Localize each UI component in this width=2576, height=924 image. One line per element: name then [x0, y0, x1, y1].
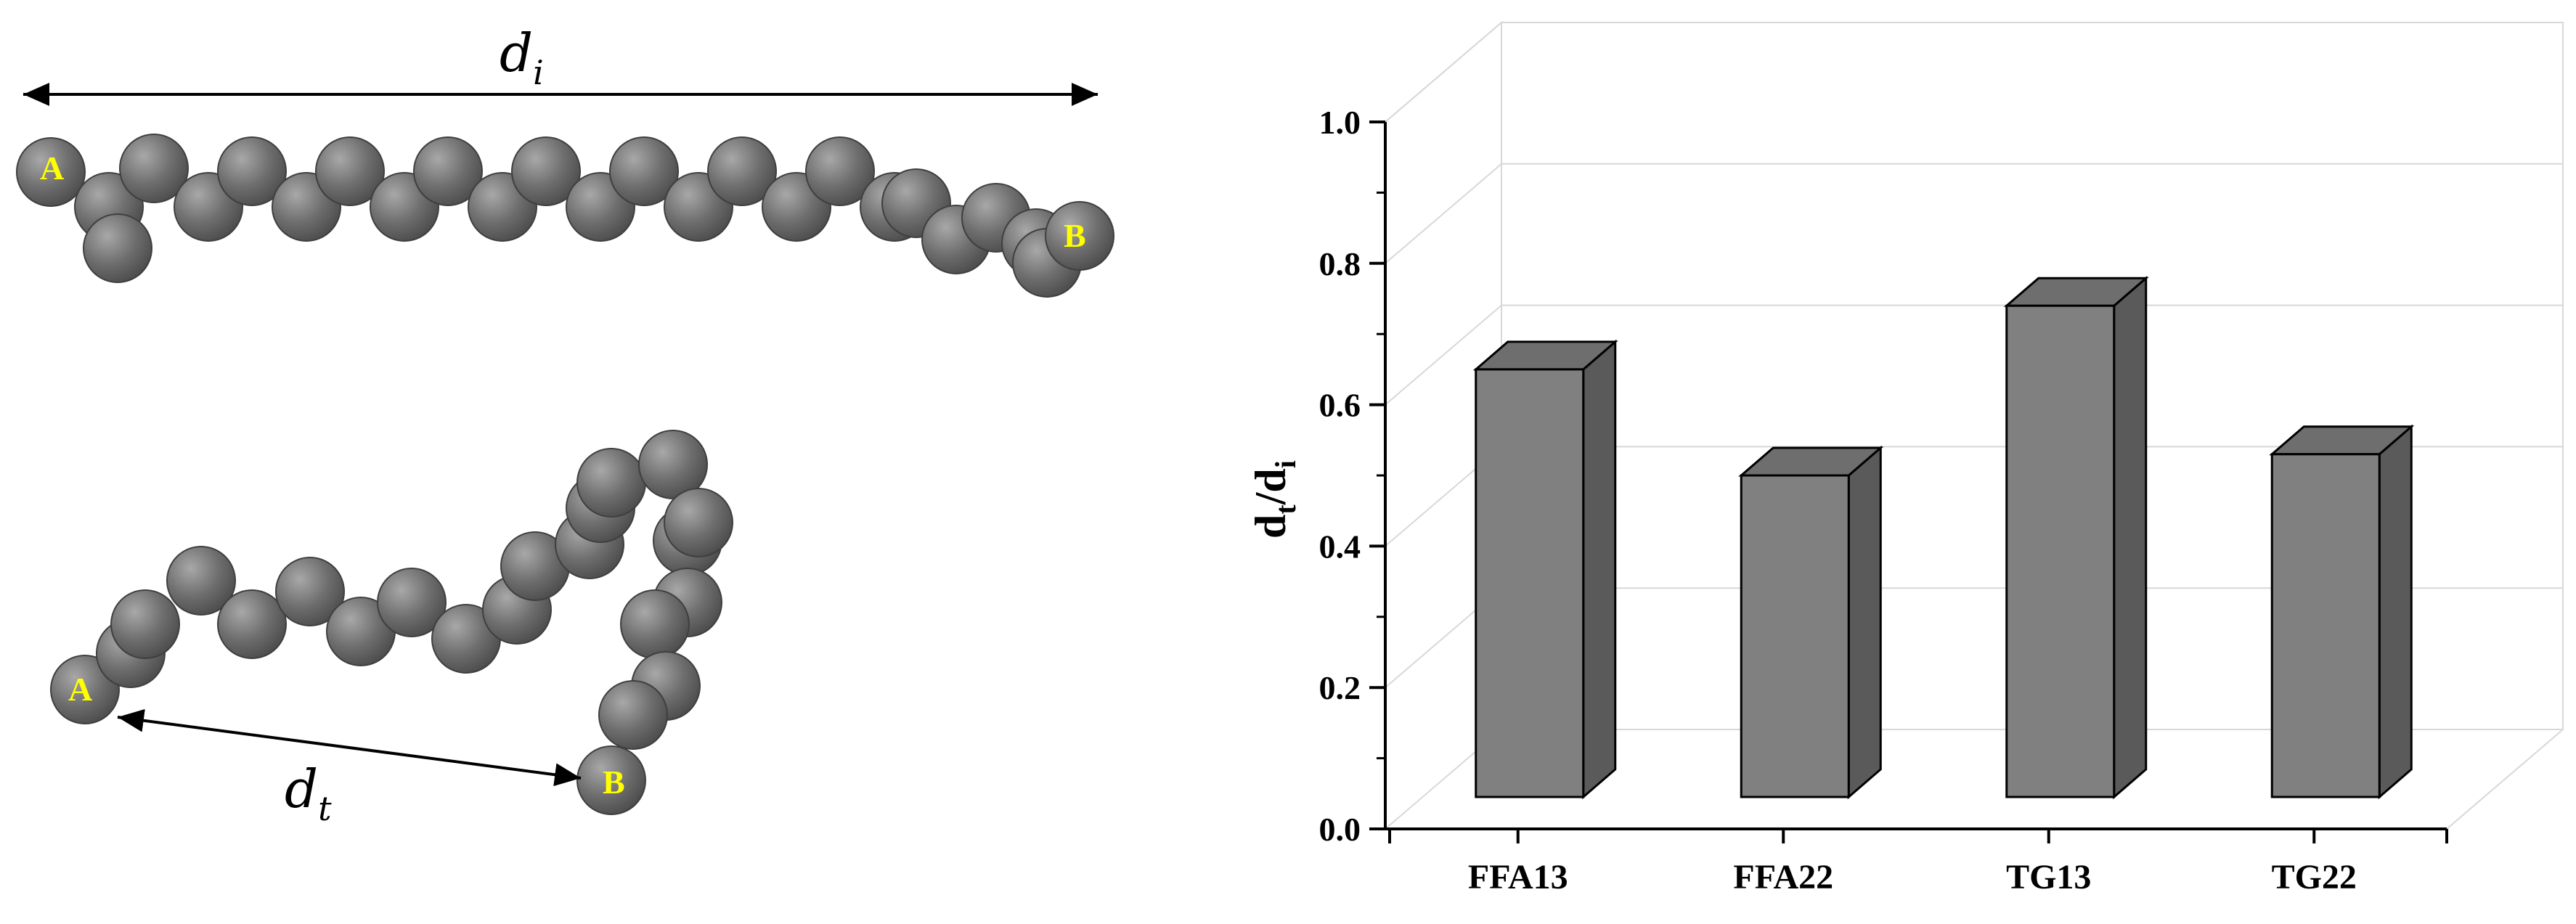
extended-endpoint-b: B	[1064, 217, 1086, 254]
gridline	[1385, 163, 2563, 264]
folded-endpoint-b: B	[603, 764, 625, 801]
folded-chain-bead	[664, 488, 733, 557]
extended-distance-label: di	[500, 23, 544, 92]
folded-distance-label: dt	[285, 759, 332, 828]
bar-front-face	[1740, 474, 1850, 798]
x-tick-label: TG13	[2006, 858, 2091, 896]
y-axis-label-sub1: t	[1269, 504, 1302, 515]
extended-chain-bead	[83, 213, 152, 283]
bar-side-face	[1582, 339, 1617, 800]
y-tick-label: 0.4	[1319, 528, 1361, 565]
bar-front-face	[2270, 453, 2381, 798]
y-axis-label-main: d	[1247, 515, 1295, 539]
x-tick-label: TG22	[2272, 858, 2357, 896]
extended-chain-bead	[217, 136, 287, 206]
bar-side-face	[1847, 445, 1882, 800]
extended-chain-bead	[315, 136, 385, 206]
extended-endpoint-a: A	[40, 150, 64, 187]
y-tick-label: 1.0	[1319, 104, 1361, 141]
bar-front-face	[2005, 304, 2116, 798]
bar-FFA13	[1472, 339, 1618, 800]
bar-TG13	[2003, 275, 2149, 800]
folded-chain-bead	[217, 589, 287, 659]
folded-chain-bead	[620, 589, 690, 659]
molecule-panel: di A B A B dt	[16, 23, 1114, 828]
x-tick-label: FFA13	[1468, 858, 1568, 896]
bar-side-face	[2113, 275, 2148, 800]
extended-distance-symbol: d	[500, 23, 533, 83]
bar-front-face	[1475, 368, 1585, 798]
chart-axes	[1369, 120, 2448, 843]
extended-chain-bead	[119, 134, 189, 203]
y-tick-label: 0.0	[1319, 811, 1361, 848]
extended-chain-bead	[511, 136, 581, 206]
y-tick-label: 0.2	[1319, 669, 1361, 706]
x-tick-labels: FFA13 FFA22 TG13 TG22	[1468, 858, 2357, 896]
y-axis-label-sub2: i	[1269, 460, 1302, 468]
folded-distance-symbol: d	[285, 759, 318, 819]
folded-chain-bead	[576, 448, 646, 518]
y-axis-label: dt/di	[1247, 460, 1302, 539]
folded-chain-bead	[275, 557, 345, 626]
y-tick-labels: 0.0 0.2 0.4 0.6 0.8 1.0	[1319, 104, 1361, 848]
folded-chain	[50, 430, 733, 815]
y-axis-label-slash: /d	[1247, 468, 1295, 505]
bar-side-face	[2378, 424, 2413, 800]
extended-distance-subscript: i	[533, 53, 544, 92]
extended-chain	[16, 134, 1114, 298]
extended-chain-bead	[707, 136, 777, 206]
folded-distance-arrow: dt	[117, 708, 582, 828]
folded-endpoint-a: A	[68, 671, 92, 708]
x-tick-label: FFA22	[1733, 858, 1833, 896]
extended-chain-bead	[413, 136, 483, 206]
extended-chain-bead	[609, 136, 679, 206]
folded-chain-bead	[110, 589, 180, 659]
folded-chain-bead	[638, 430, 708, 499]
gridline	[1385, 22, 2563, 123]
folded-chain-bead	[377, 568, 447, 637]
bar-TG22	[2269, 424, 2415, 800]
folded-chain-bead	[166, 546, 236, 616]
folded-chain-bead	[598, 680, 668, 750]
chart-bars	[1472, 275, 2415, 800]
extended-chain-bead	[16, 137, 86, 207]
extended-distance-arrow: di	[23, 23, 1098, 106]
extended-chain-bead	[805, 136, 875, 206]
bar-FFA22	[1738, 445, 1884, 800]
y-tick-label: 0.6	[1319, 387, 1361, 424]
gridline	[1385, 304, 2563, 406]
extended-chain-bead	[1045, 201, 1114, 271]
y-tick-label: 0.8	[1319, 245, 1361, 282]
folded-distance-subscript: t	[318, 789, 332, 828]
bar-chart: 0.0 0.2 0.4 0.6 0.8 1.0 FFA13 FFA22 TG13 TG22 dt…	[1247, 20, 2564, 896]
